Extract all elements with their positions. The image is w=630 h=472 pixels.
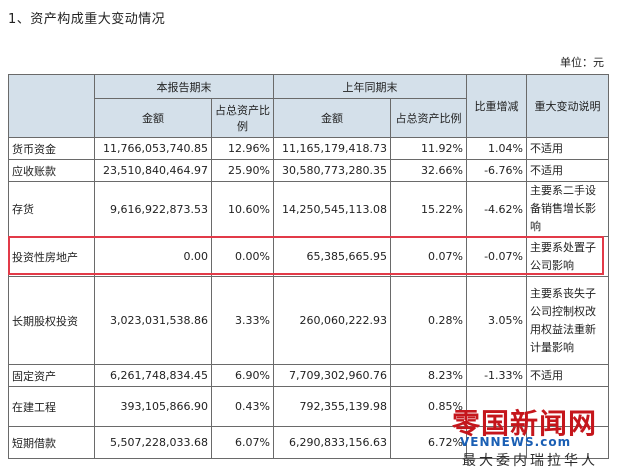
current-amount: 393,105,866.90 — [94, 386, 212, 427]
change-note — [526, 386, 609, 427]
change-note: 不适用 — [526, 364, 609, 387]
current-ratio: 12.96% — [211, 137, 274, 160]
change-note: 不适用 — [526, 137, 609, 160]
item-name: 应收账款 — [8, 159, 95, 182]
prior-ratio: 0.85% — [390, 386, 467, 427]
header-current-amount: 金额 — [94, 98, 212, 138]
change-note: 主要系二手设备销售增长影响 — [526, 181, 609, 237]
table-row: 货币资金 11,766,053,740.85 12.96% 11,165,179… — [8, 137, 609, 160]
current-amount: 11,766,053,740.85 — [94, 137, 212, 160]
prior-ratio: 0.07% — [390, 236, 467, 277]
header-current-ratio: 占总资产比例 — [211, 98, 274, 138]
table-row: 在建工程 393,105,866.90 0.43% 792,355,139.98… — [8, 386, 609, 427]
item-name: 固定资产 — [8, 364, 95, 387]
ratio-change: -0.07% — [466, 236, 527, 277]
prior-amount: 792,355,139.98 — [273, 386, 391, 427]
current-amount: 3,023,031,538.86 — [94, 276, 212, 365]
watermark-logo: 零国新闻网 VENNEWS.com 最大委内瑞拉华人 — [452, 402, 628, 469]
ratio-change: 3.05% — [466, 276, 527, 365]
current-amount: 6,261,748,834.45 — [94, 364, 212, 387]
prior-amount: 65,385,665.95 — [273, 236, 391, 277]
table-row-highlighted: 投资性房地产 0.00 0.00% 65,385,665.95 0.07% -0… — [8, 236, 609, 277]
header-row: 本报告期末 上年同期末 比重增减 重大变动说明 — [8, 74, 609, 138]
change-note: 不适用 — [526, 159, 609, 182]
watermark-tagline: 最大委内瑞拉华人 — [462, 453, 598, 469]
table-row: 长期股权投资 3,023,031,538.86 3.33% 260,060,22… — [8, 276, 609, 365]
change-note: 主要系丧失子公司控制权改用权益法重新计量影响 — [526, 276, 609, 365]
prior-ratio: 8.23% — [390, 364, 467, 387]
ratio-change: -1.33% — [466, 364, 527, 387]
header-current-period: 本报告期末 — [94, 74, 274, 99]
prior-amount: 11,165,179,418.73 — [273, 137, 391, 160]
current-amount: 23,510,840,464.97 — [94, 159, 212, 182]
prior-amount: 30,580,773,280.35 — [273, 159, 391, 182]
section-title: 1、资产构成重大变动情况 — [8, 12, 166, 27]
current-ratio: 10.60% — [211, 181, 274, 237]
watermark-cn: 零国新闻网 — [452, 407, 598, 440]
change-note: 主要系处置子公司影响 — [526, 236, 609, 277]
ratio-change: -6.76% — [466, 159, 527, 182]
change-note — [526, 426, 609, 459]
prior-ratio: 6.72% — [390, 426, 467, 459]
item-name: 投资性房地产 — [8, 236, 95, 277]
table-row: 存货 9,616,922,873.53 10.60% 14,250,545,11… — [8, 181, 609, 237]
current-ratio: 0.43% — [211, 386, 274, 427]
current-ratio: 25.90% — [211, 159, 274, 182]
header-prior-amount: 金额 — [273, 98, 391, 138]
table-row: 固定资产 6,261,748,834.45 6.90% 7,709,302,96… — [8, 364, 609, 387]
unit-label: 单位：元 — [560, 56, 604, 69]
ratio-change — [466, 426, 527, 459]
item-name: 长期股权投资 — [8, 276, 95, 365]
current-amount: 5,507,228,033.68 — [94, 426, 212, 459]
header-prior-period: 上年同期末 — [273, 74, 467, 99]
prior-amount: 260,060,222.93 — [273, 276, 391, 365]
header-explanation: 重大变动说明 — [526, 74, 609, 138]
ratio-change: -4.62% — [466, 181, 527, 237]
current-ratio: 0.00% — [211, 236, 274, 277]
prior-ratio: 15.22% — [390, 181, 467, 237]
watermark-en: VENNEWS.com — [460, 435, 572, 449]
item-name: 短期借款 — [8, 426, 95, 459]
header-prior-ratio: 占总资产比例 — [390, 98, 467, 138]
header-item — [8, 74, 95, 138]
header-change: 比重增减 — [466, 74, 527, 138]
current-ratio: 3.33% — [211, 276, 274, 365]
prior-ratio: 0.28% — [390, 276, 467, 365]
current-ratio: 6.90% — [211, 364, 274, 387]
table-row: 短期借款 5,507,228,033.68 6.07% 6,290,833,15… — [8, 426, 609, 459]
item-name: 存货 — [8, 181, 95, 237]
prior-amount: 14,250,545,113.08 — [273, 181, 391, 237]
prior-ratio: 32.66% — [390, 159, 467, 182]
prior-ratio: 11.92% — [390, 137, 467, 160]
current-ratio: 6.07% — [211, 426, 274, 459]
item-name: 在建工程 — [8, 386, 95, 427]
table-row: 应收账款 23,510,840,464.97 25.90% 30,580,773… — [8, 159, 609, 182]
prior-amount: 7,709,302,960.76 — [273, 364, 391, 387]
prior-amount: 6,290,833,156.63 — [273, 426, 391, 459]
ratio-change: 1.04% — [466, 137, 527, 160]
current-amount: 0.00 — [94, 236, 212, 277]
ratio-change — [466, 386, 527, 427]
asset-composition-table: 本报告期末 上年同期末 比重增减 重大变动说明 金额 占总资产比例 金额 占总资… — [8, 74, 609, 459]
current-amount: 9,616,922,873.53 — [94, 181, 212, 237]
item-name: 货币资金 — [8, 137, 95, 160]
